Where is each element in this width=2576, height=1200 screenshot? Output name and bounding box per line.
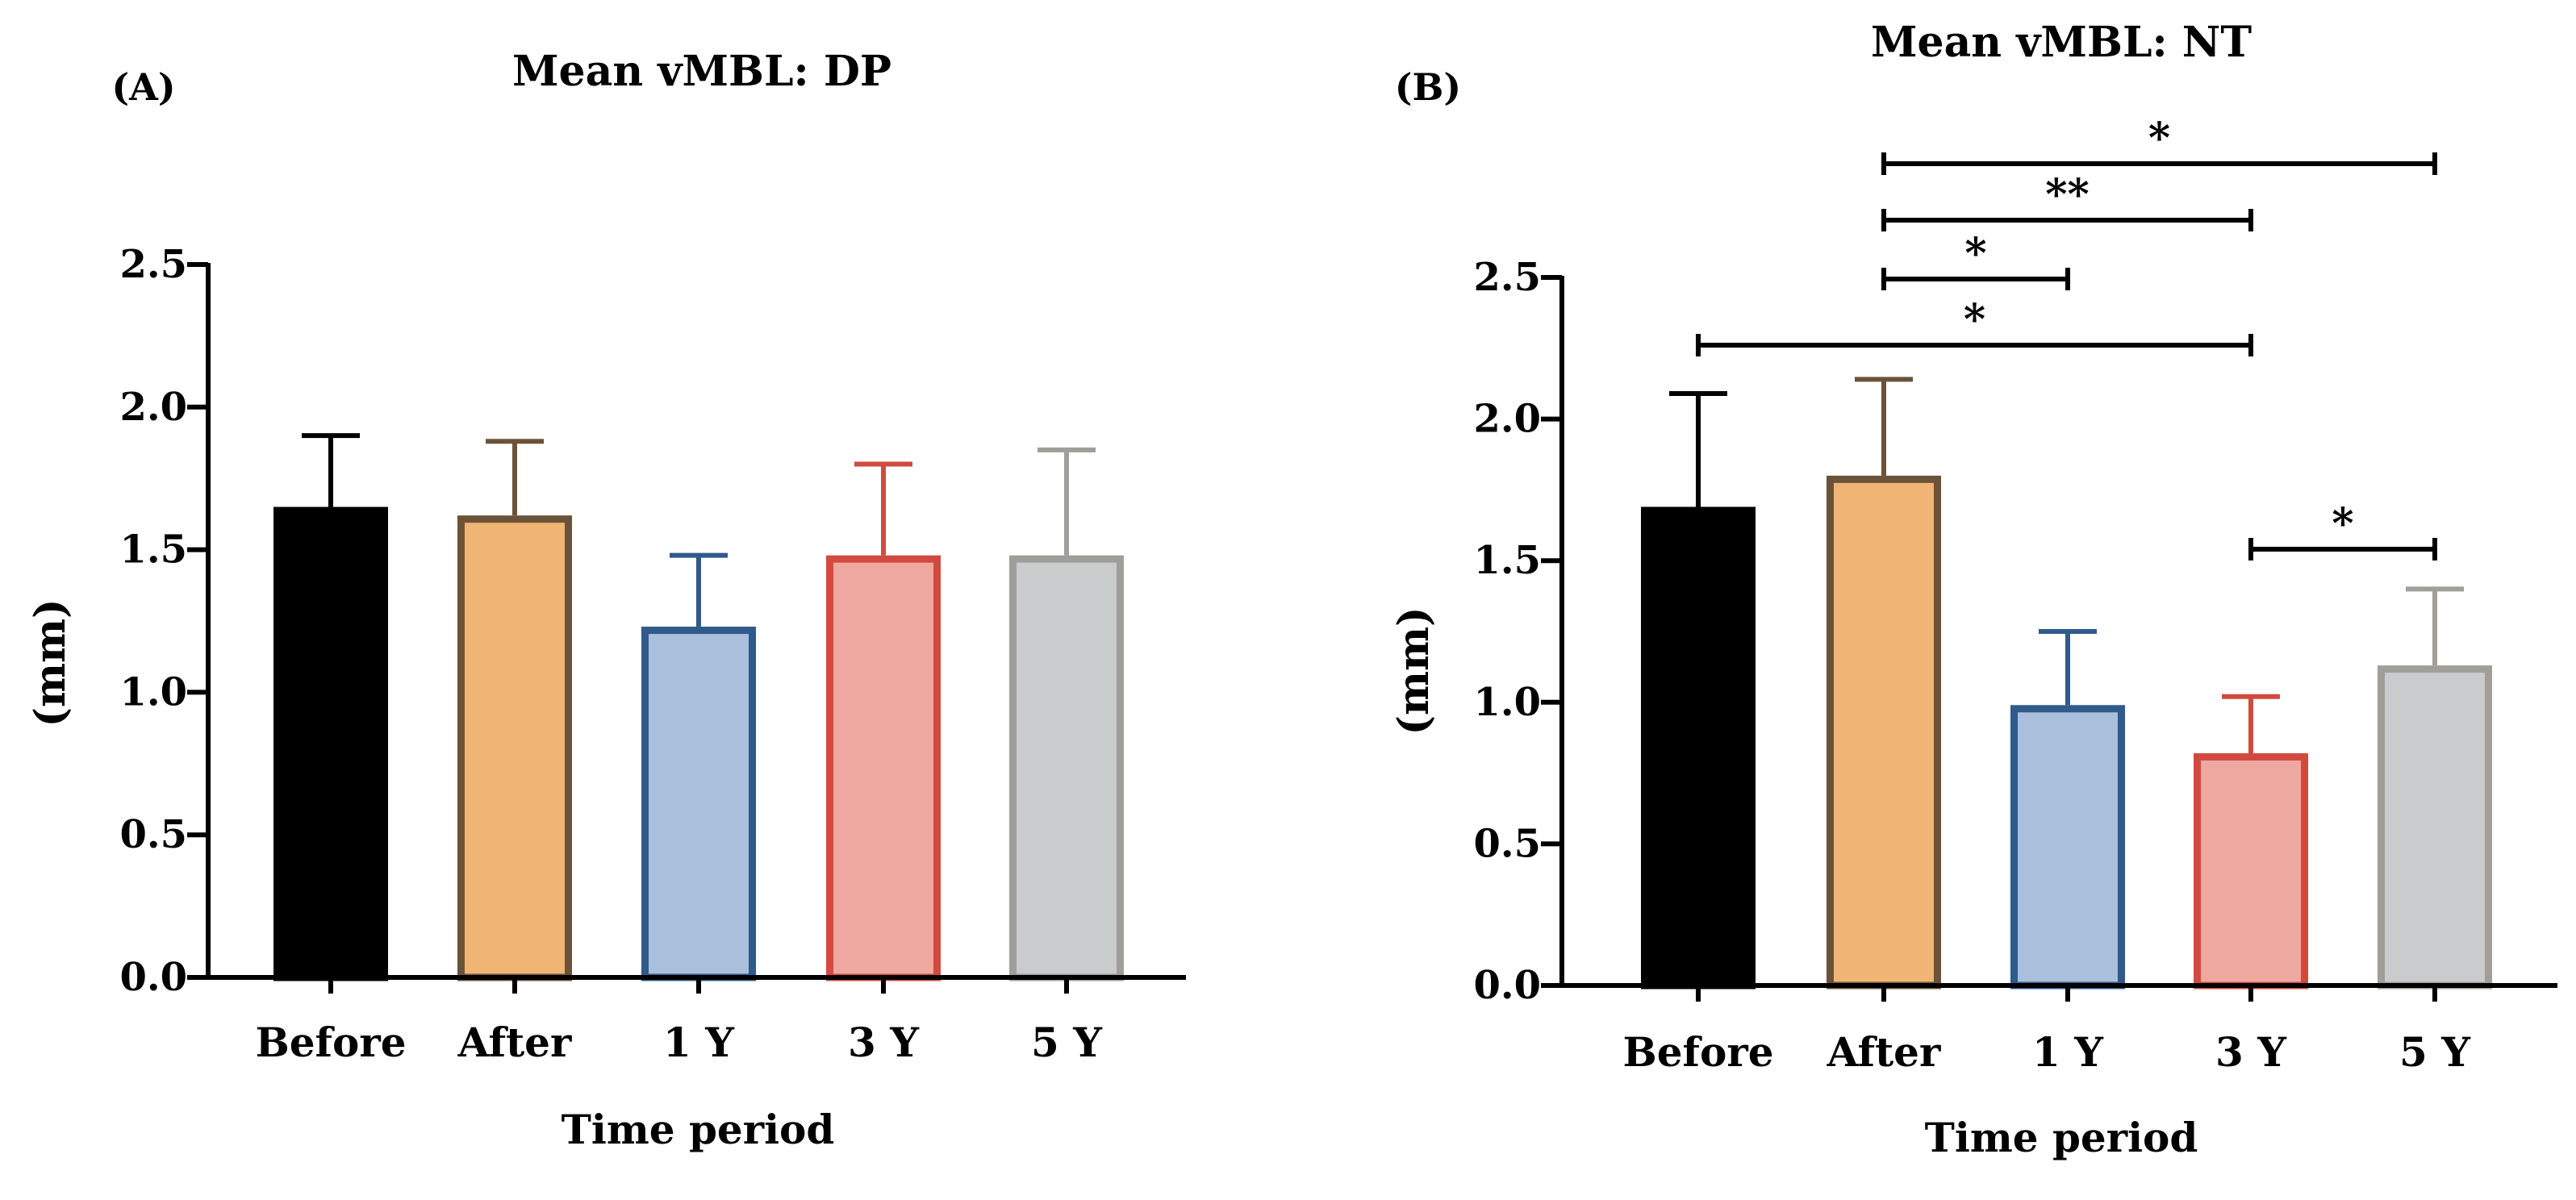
panel-b-y-tick-label: 2.5 [1473, 255, 1541, 300]
panel-b-bar [2194, 753, 2308, 990]
panel-b-label: (B) [1395, 65, 1461, 109]
panel-a-title: Mean vMBL: DP [512, 47, 891, 96]
panel-b-significance-label: ** [2045, 170, 2089, 219]
panel-b-y-tick-label: 1.5 [1473, 538, 1541, 583]
panel-a-category-label: After [457, 1019, 572, 1066]
panel-a-y-tick-label: 2.5 [119, 242, 187, 287]
panel-a-bar [641, 627, 756, 981]
panel-a-category-label: 1 Y [663, 1019, 735, 1066]
panel-b-significance-label: * [2148, 114, 2170, 163]
panel-b-bar [2378, 665, 2492, 990]
panel-b-significance-label: * [1964, 229, 1986, 278]
panel-b-x-axis-title: Time period [1925, 1114, 2198, 1161]
panel-b-category-label: 3 Y [2215, 1028, 2287, 1076]
panel-b-title: Mean vMBL: NT [1871, 18, 2252, 67]
panel-a-category-label: 5 Y [1031, 1019, 1103, 1066]
panel-a-bar [1009, 555, 1124, 981]
panel-b-category-label: 1 Y [2032, 1028, 2104, 1076]
panel-a-x-axis-title: Time period [562, 1106, 835, 1153]
panel-a-label: (A) [111, 65, 175, 109]
panel-b-bar [1641, 506, 1756, 990]
panel-b-y-tick-label: 1.0 [1473, 680, 1541, 725]
panel-b-y-tick-label: 2.0 [1473, 397, 1541, 442]
panel-b-y-tick-label: 0.0 [1473, 963, 1541, 1008]
panel-a-y-tick-label: 0.0 [119, 955, 187, 1000]
panel-a-category-label: Before [255, 1019, 406, 1066]
panel-a-y-tick-label: 1.5 [119, 527, 187, 573]
panel-a-bar [826, 555, 941, 981]
panel-a-category-label: 3 Y [848, 1019, 920, 1066]
panel-b-bar [1827, 475, 1941, 990]
panel-a-bar [273, 506, 388, 981]
panel-b-y-tick-label: 0.5 [1473, 821, 1541, 866]
panel-a-y-tick-label: 2.0 [119, 385, 187, 430]
panel-b-category-label: 5 Y [2399, 1028, 2471, 1076]
panel-b-y-axis-title: (mm) [1389, 606, 1438, 735]
panel-a-bar [457, 515, 572, 981]
panel-b: (B) Mean vMBL: NT (mm) Time period 0.0 0.… [1389, 18, 2557, 1161]
panel-a: (A) Mean vMBL: DP (mm) Time period 0.00.… [26, 47, 1186, 1153]
panel-b-significance-label: * [2332, 499, 2353, 548]
panel-a-plot: 0.0 0.5 1.0 1.5 2.0 2.5 Before After 1 Y 3 Y 5 Y [119, 242, 1186, 1066]
panel-a-y-axis-title: (mm) [26, 598, 75, 727]
panel-b-bar [2010, 705, 2125, 990]
panel-a-y-tick-label: 0.5 [119, 812, 187, 857]
panel-a-y-tick-label: 1.0 [119, 669, 187, 715]
panel-b-significance-label: * [1964, 295, 1985, 344]
panel-b-category-label: Before [1622, 1028, 1773, 1076]
panel-b-category-label: After [1827, 1028, 1941, 1076]
